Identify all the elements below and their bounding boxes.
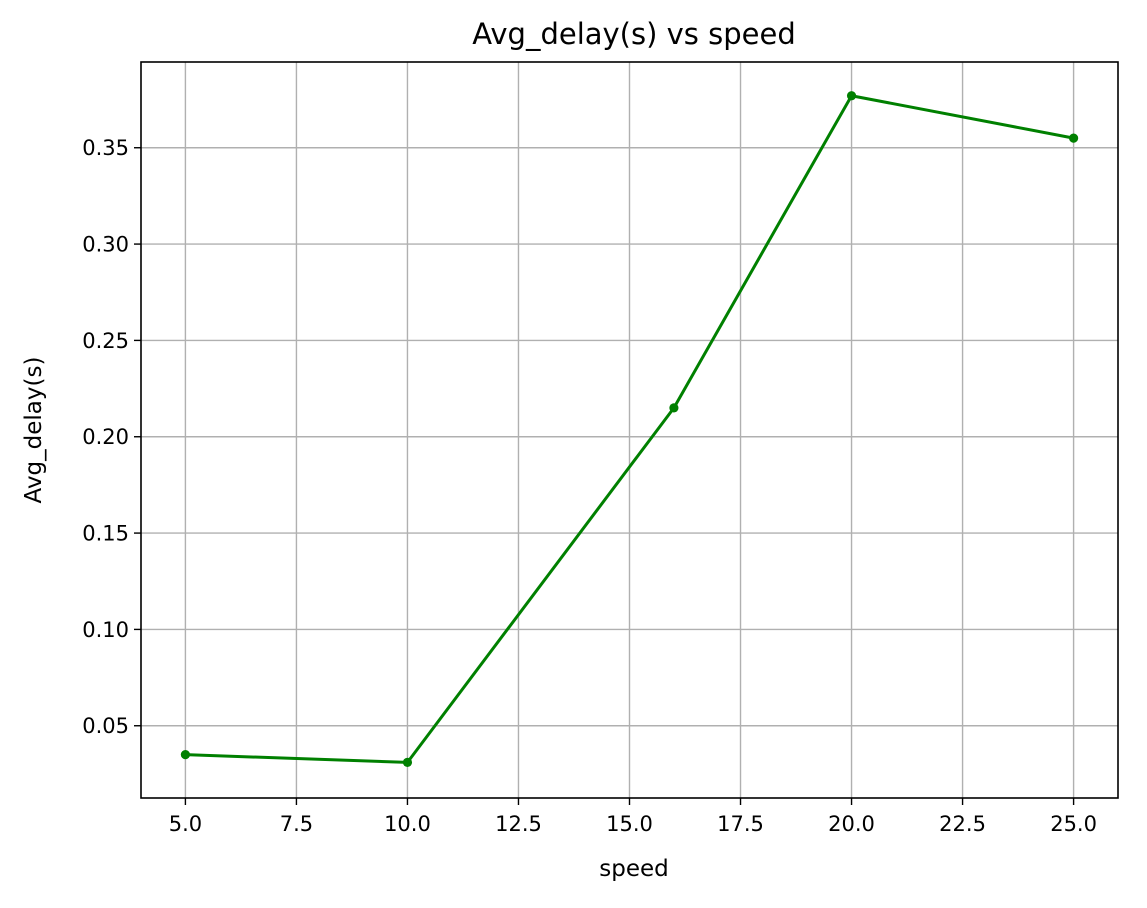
y-tick-label: 0.25 <box>82 329 129 353</box>
x-tick-label: 12.5 <box>495 812 542 836</box>
x-tick-label: 7.5 <box>280 812 313 836</box>
series-layer <box>180 91 1079 767</box>
y-tick-label: 0.20 <box>82 425 129 449</box>
x-tick-label: 22.5 <box>939 812 986 836</box>
x-axis-label: speed <box>599 856 668 882</box>
data-point <box>180 750 191 760</box>
y-tick-label: 0.30 <box>82 233 129 257</box>
x-tick-label: 15.0 <box>606 812 653 836</box>
x-tick-label: 20.0 <box>828 812 875 836</box>
x-tick-label: 25.0 <box>1050 812 1097 836</box>
chart-title: Avg_delay(s) vs speed <box>472 17 796 51</box>
y-tick-label: 0.05 <box>82 714 129 738</box>
tick-layer: 5.0 7.5 10.0 12.5 15.0 17.5 20.0 22.5 25.0 0.05 0.… <box>82 136 1097 836</box>
data-point <box>1068 133 1079 143</box>
data-point <box>402 757 413 767</box>
data-point <box>669 403 679 413</box>
x-tick-label: 5.0 <box>169 812 202 836</box>
y-tick-label: 0.10 <box>82 618 129 642</box>
data-point <box>846 91 857 101</box>
x-tick-label: 10.0 <box>384 812 431 836</box>
x-tick-label: 17.5 <box>717 812 764 836</box>
y-tick-label: 0.15 <box>82 522 129 546</box>
y-axis-label: Avg_delay(s) <box>21 357 47 504</box>
grid-layer <box>141 62 1118 798</box>
y-tick-label: 0.35 <box>82 136 129 160</box>
